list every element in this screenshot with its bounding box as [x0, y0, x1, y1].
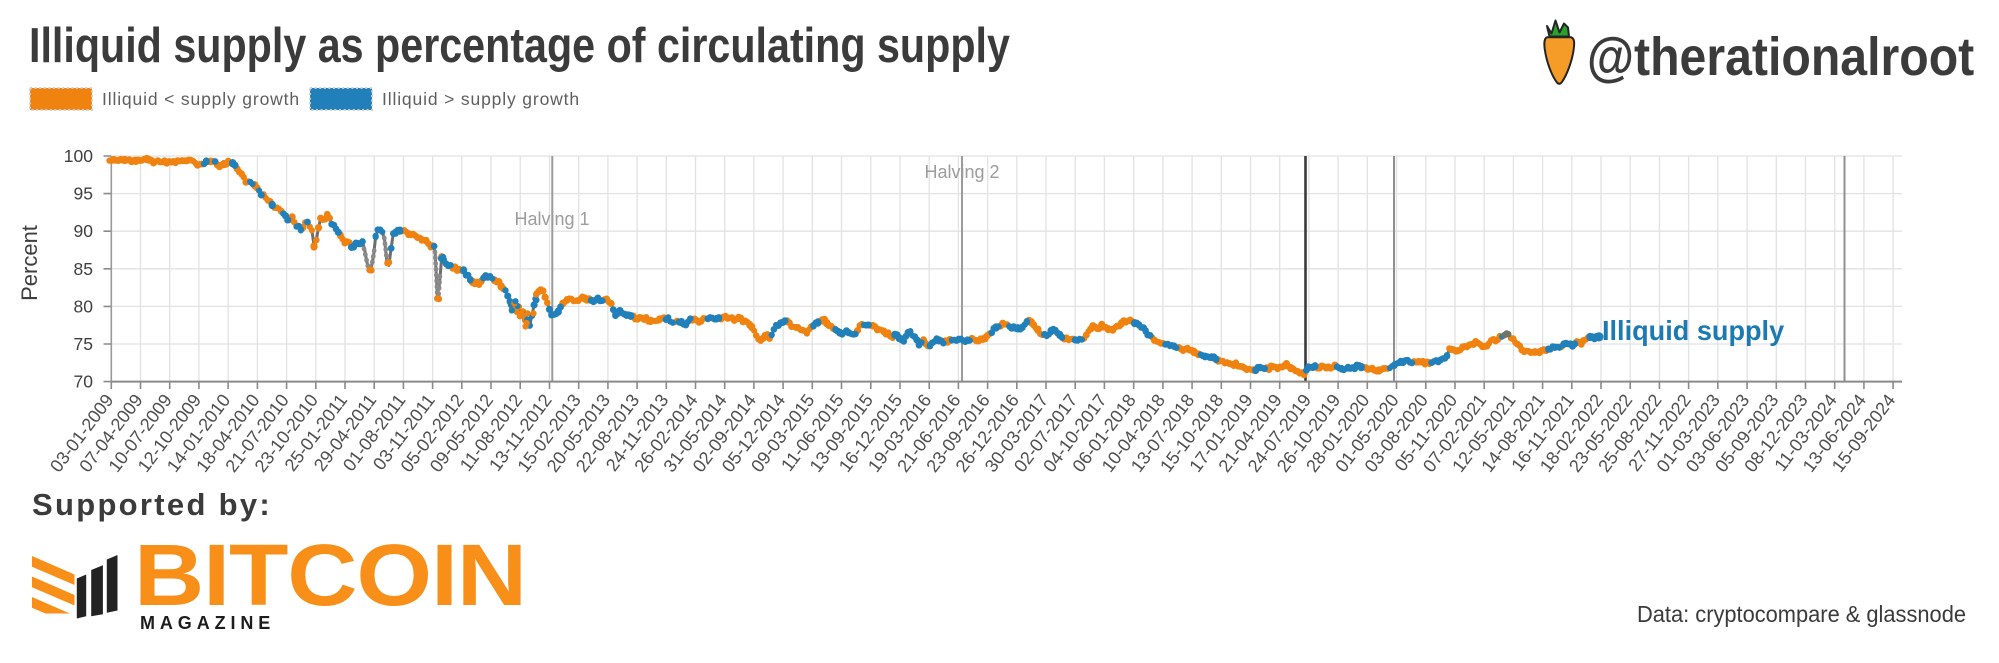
svg-text:Percent: Percent — [17, 225, 42, 301]
svg-text:100: 100 — [64, 146, 93, 166]
svg-text:90: 90 — [74, 221, 94, 241]
svg-text:75: 75 — [74, 334, 93, 354]
svg-text:Halving 1: Halving 1 — [514, 209, 589, 229]
svg-text:85: 85 — [74, 259, 93, 279]
svg-text:Illiquid < supply growth: Illiquid < supply growth — [102, 89, 300, 109]
svg-text:Illiquid supply as percentage: Illiquid supply as percentage of circula… — [29, 18, 1010, 73]
svg-text:80: 80 — [74, 296, 94, 316]
svg-text:MAGAZINE: MAGAZINE — [140, 613, 275, 633]
svg-text:@therationalroot: @therationalroot — [1587, 26, 1974, 86]
svg-text:Supported by:: Supported by: — [32, 487, 272, 522]
svg-text:70: 70 — [74, 372, 94, 392]
svg-text:Illiquid supply: Illiquid supply — [1602, 315, 1785, 346]
svg-text:Halving 2: Halving 2 — [924, 162, 999, 182]
svg-text:Data: cryptocompare & glassnod: Data: cryptocompare & glassnode — [1637, 601, 1966, 627]
svg-text:Illiquid > supply growth: Illiquid > supply growth — [382, 89, 580, 109]
svg-text:BITCOIN: BITCOIN — [134, 526, 526, 624]
svg-text:95: 95 — [74, 184, 93, 204]
